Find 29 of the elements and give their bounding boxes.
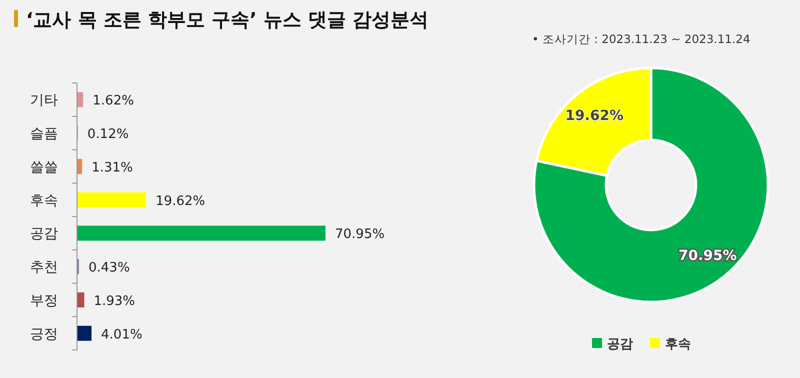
data-label: 19.62% <box>156 194 206 209</box>
bar <box>78 292 84 308</box>
data-label: 70.95% <box>335 227 385 242</box>
bar <box>78 192 146 208</box>
data-label: 1.31% <box>92 160 133 176</box>
data-label: 0.43% <box>88 260 130 276</box>
y-tick-label: 추천 <box>30 260 58 276</box>
bar <box>78 92 84 108</box>
y-tick-label: 부정 <box>30 292 58 309</box>
bar <box>78 158 82 174</box>
y-tick-label: 후속 <box>30 192 58 209</box>
legend-label: 후속 <box>665 337 691 352</box>
data-label: 1.62% <box>92 94 134 109</box>
data-label: 19.62% <box>565 108 624 124</box>
data-label: 4.01% <box>101 327 142 342</box>
y-tick-label: 긍정 <box>30 326 58 342</box>
bar <box>78 226 326 241</box>
y-tick-label: 기타 <box>30 92 58 109</box>
chart-title: ‘교사 목 조른 학부모 구속’ 뉴스 댓글 감성분석 <box>26 9 429 31</box>
donut-slice <box>532 66 770 304</box>
y-tick-label: 쓸쓸 <box>30 159 58 176</box>
y-tick-label: 공감 <box>30 226 58 242</box>
chart-subtitle: • 조사기간 : 2023.11.23 ~ 2023.11.24 <box>532 32 750 46</box>
bar <box>78 326 92 341</box>
data-label: 1.93% <box>94 294 136 309</box>
data-label: 70.95% <box>678 248 737 264</box>
legend-label: 공감 <box>607 337 633 352</box>
data-label: 0.12% <box>87 127 129 142</box>
y-tick-label: 슬픔 <box>30 126 58 142</box>
